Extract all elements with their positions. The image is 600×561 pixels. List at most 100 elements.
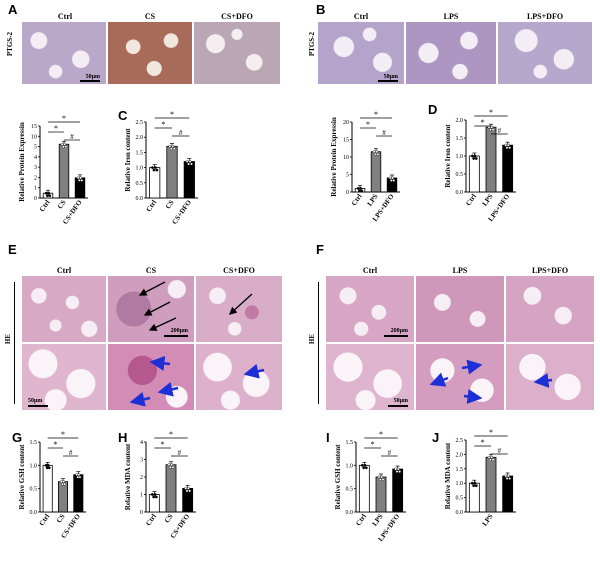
data-point bbox=[378, 478, 382, 481]
data-point bbox=[395, 470, 399, 473]
category-label: CS bbox=[55, 512, 67, 524]
data-point bbox=[470, 481, 474, 485]
data-point bbox=[171, 465, 175, 469]
f-scale-bottom-bar bbox=[388, 405, 408, 407]
sig-mark: * bbox=[489, 428, 493, 437]
panel-label-i: I bbox=[326, 430, 330, 445]
y-tick-label: 0.5 bbox=[346, 487, 354, 493]
e-ctrl-top-image bbox=[22, 276, 106, 342]
data-point bbox=[473, 154, 477, 158]
data-point bbox=[508, 477, 512, 480]
data-point bbox=[388, 176, 392, 180]
data-point bbox=[60, 142, 64, 146]
category-label: LPS bbox=[481, 192, 495, 207]
sig-mark: * bbox=[481, 118, 485, 127]
category-label: Ctrl bbox=[464, 193, 478, 208]
f-scale-top-bar bbox=[384, 335, 408, 337]
data-point bbox=[63, 142, 66, 146]
f-row-line bbox=[318, 282, 319, 404]
e-ctrl-bottom-image: 50μm bbox=[22, 344, 106, 410]
f-scale-bottom-label: 50μm bbox=[393, 398, 408, 404]
bar bbox=[392, 468, 404, 513]
y-tick-label: 0.0 bbox=[456, 510, 464, 516]
data-point bbox=[398, 470, 402, 473]
category-label: CS bbox=[56, 198, 68, 210]
y-tick-label: 2.0 bbox=[456, 452, 464, 458]
panel-label-e: E bbox=[8, 242, 17, 257]
chart-cD: 0.0 0.5 1.0 1.5 2.0 Relative Iron content Ctrl… bbox=[444, 108, 516, 223]
data-point bbox=[359, 187, 362, 190]
category-label: Ctrl bbox=[38, 199, 52, 214]
bar bbox=[73, 474, 84, 513]
data-point bbox=[185, 489, 189, 493]
data-point bbox=[505, 146, 509, 150]
category-label: Ctrl bbox=[144, 513, 158, 528]
data-point bbox=[167, 463, 171, 467]
chart-cA: 0 1 2 3 4 5 10 15 Relative Protein Expressin Ctrl… bbox=[18, 114, 88, 226]
f-lpsdfo-bottom-image bbox=[506, 344, 594, 410]
sig-mark: * bbox=[371, 440, 375, 449]
data-point bbox=[170, 463, 174, 467]
data-point bbox=[505, 477, 509, 480]
data-point bbox=[171, 144, 175, 148]
y-axis-label: Relative GSH content bbox=[334, 444, 342, 510]
y-axis-label: Relative MDA content bbox=[124, 443, 132, 510]
y-tick-label: 1.0 bbox=[456, 154, 464, 160]
bar bbox=[485, 456, 497, 513]
bar bbox=[166, 145, 178, 199]
y-tick-label: 2 bbox=[34, 175, 37, 181]
category-label: CS bbox=[163, 512, 175, 524]
data-point bbox=[168, 465, 172, 469]
data-point bbox=[46, 463, 50, 467]
data-point bbox=[488, 458, 492, 462]
data-point bbox=[473, 481, 477, 485]
sig-mark: # bbox=[498, 447, 502, 455]
sig-mark: * bbox=[169, 430, 173, 439]
a-scale-bar bbox=[80, 80, 100, 82]
y-tick-label: 0.0 bbox=[136, 196, 144, 202]
y-tick-label: 0.0 bbox=[346, 510, 354, 516]
data-point bbox=[62, 480, 65, 484]
sig-mark: # bbox=[179, 129, 183, 137]
sig-mark: # bbox=[382, 129, 386, 137]
a-col-csdfo: CS+DFO bbox=[221, 12, 253, 21]
data-point bbox=[63, 482, 66, 486]
e-cs-bottom-image bbox=[108, 344, 194, 410]
category-label: LPS bbox=[371, 512, 385, 527]
f-col-ctrl: Ctrl bbox=[362, 266, 378, 275]
a-col-cs: CS bbox=[144, 12, 156, 21]
y-tick-label: 15 bbox=[31, 124, 37, 130]
sig-mark: * bbox=[62, 114, 66, 123]
data-point bbox=[152, 168, 156, 172]
e-scale-bottom-bar bbox=[28, 405, 48, 407]
data-point bbox=[46, 194, 49, 198]
sig-mark: * bbox=[53, 440, 57, 449]
data-point bbox=[153, 493, 157, 496]
sig-mark: * bbox=[374, 110, 378, 119]
sig-mark: * bbox=[161, 120, 165, 129]
data-point bbox=[188, 489, 192, 493]
data-point bbox=[364, 466, 368, 470]
data-point bbox=[396, 467, 400, 471]
b-lps-image bbox=[406, 22, 496, 84]
panel-label-h: H bbox=[118, 430, 128, 445]
data-point bbox=[185, 160, 189, 163]
data-point bbox=[506, 143, 510, 147]
data-point bbox=[184, 486, 188, 490]
y-tick-label: 10 bbox=[31, 134, 37, 140]
y-tick-label: 5 bbox=[346, 173, 349, 179]
y-tick-label: 0.0 bbox=[30, 510, 38, 516]
e-csdfo-bottom-image bbox=[196, 344, 282, 410]
sig-mark: # bbox=[388, 449, 392, 457]
category-label: Ctrl bbox=[38, 513, 52, 528]
y-tick-label: 5 bbox=[34, 145, 37, 151]
data-point bbox=[394, 467, 398, 471]
f-ctrl-top-image: 200μm bbox=[326, 276, 414, 342]
y-tick-label: 10 bbox=[343, 155, 349, 161]
data-point bbox=[474, 484, 478, 488]
b-ctrl-image: 50μm bbox=[318, 22, 404, 84]
y-tick-label: 0 bbox=[346, 190, 349, 196]
bar bbox=[468, 482, 480, 513]
